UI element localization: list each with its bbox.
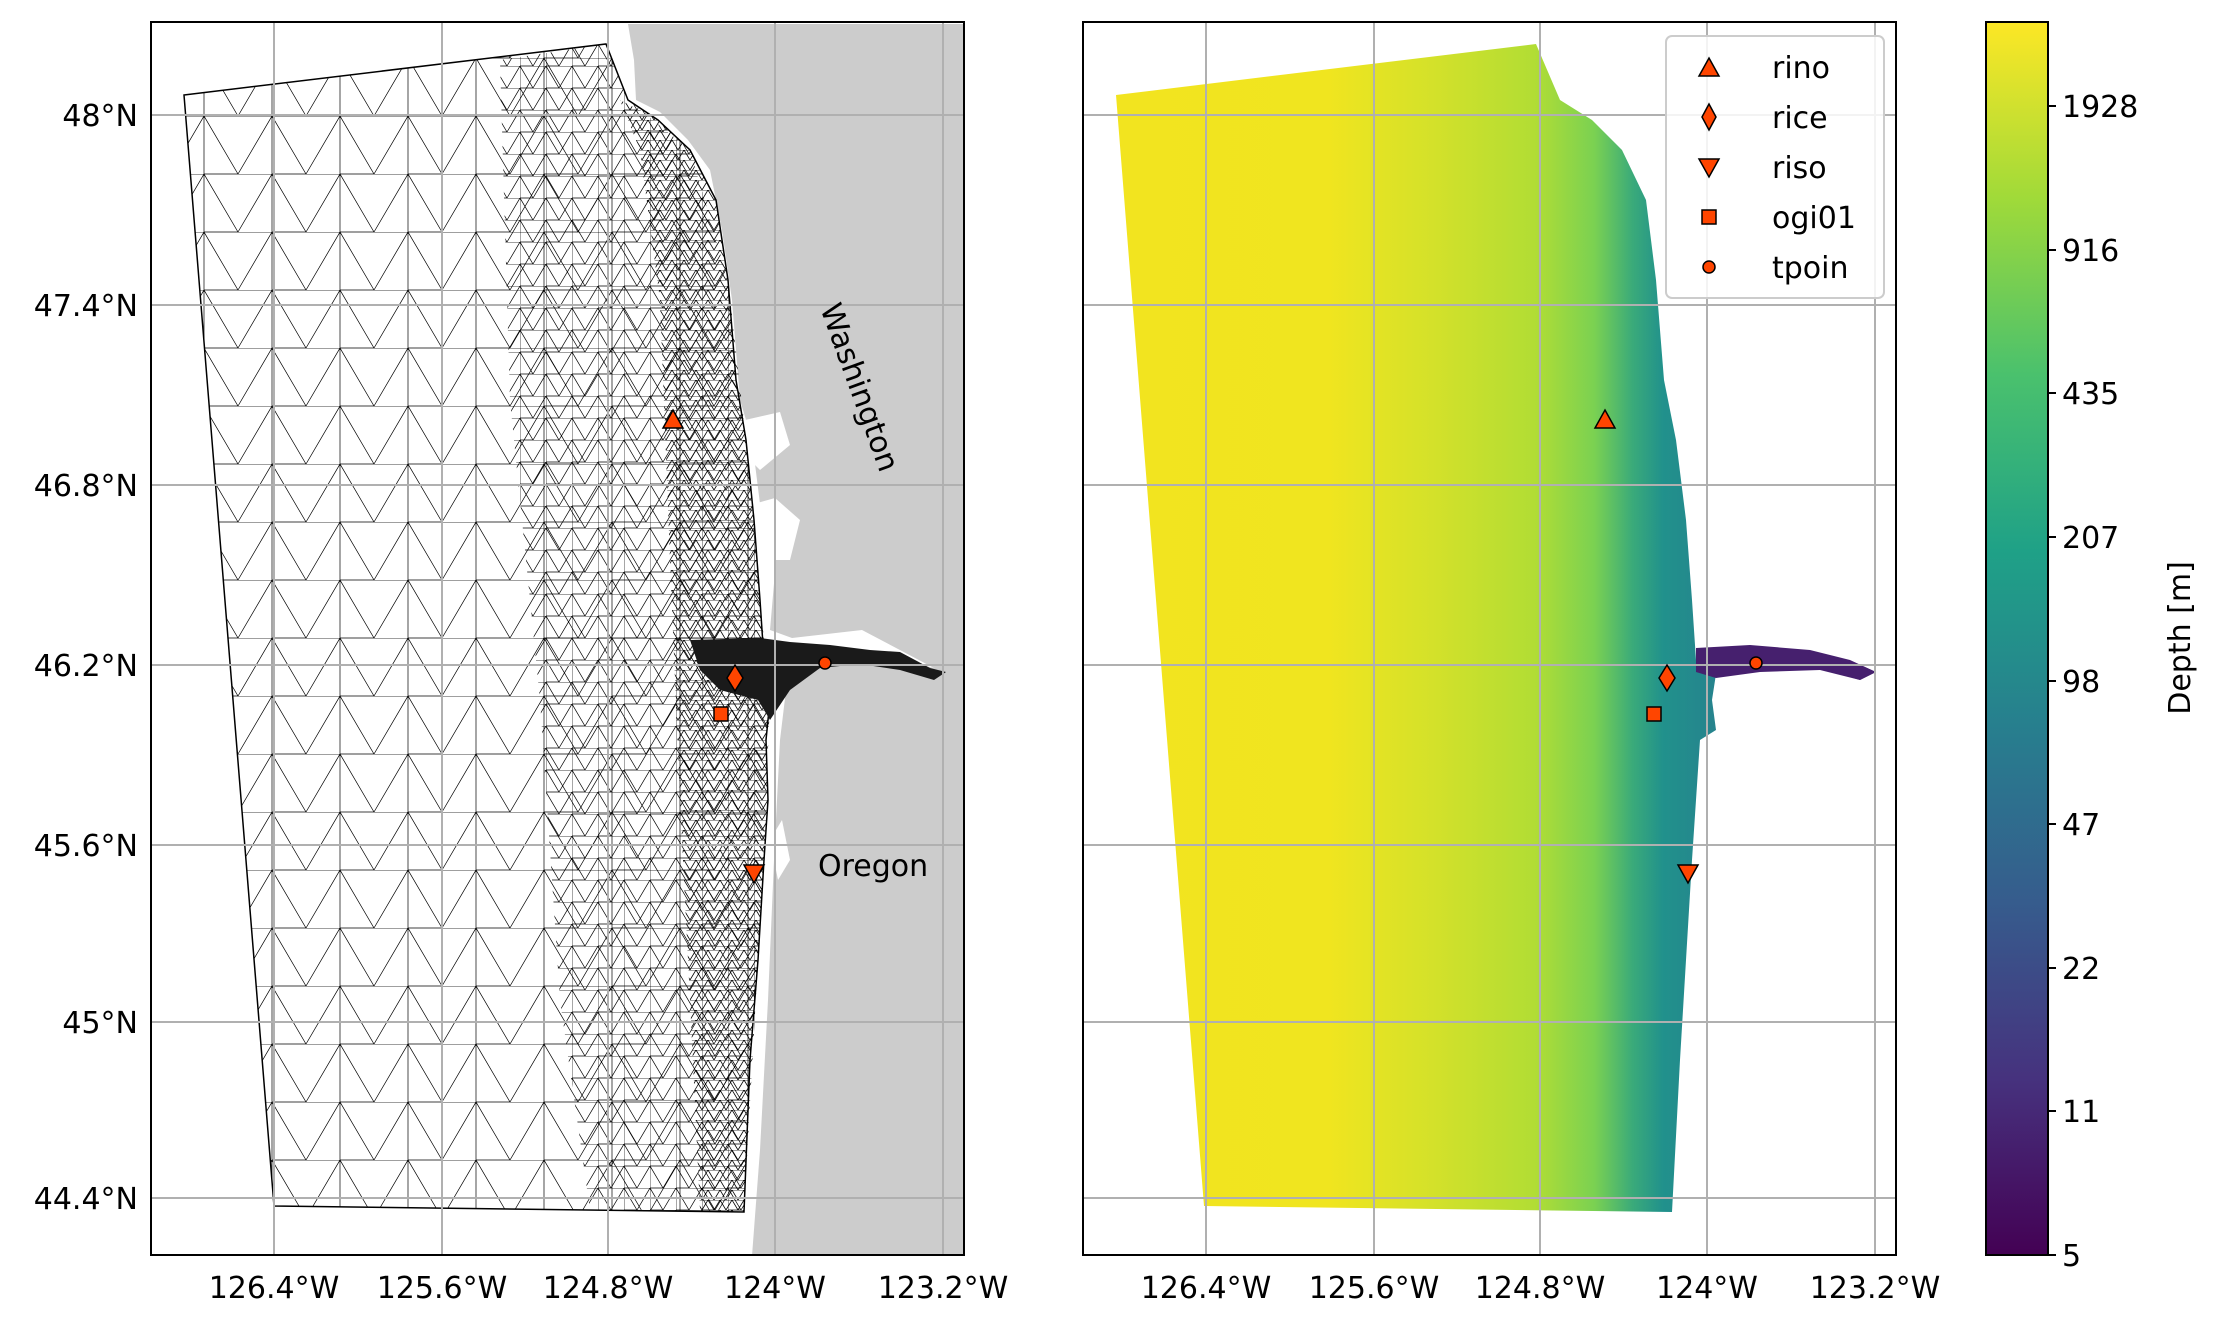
lon-tick: 126.4°W xyxy=(1141,1271,1272,1306)
lon-tick: 124°W xyxy=(724,1271,826,1306)
colorbar-bar xyxy=(1985,21,2049,1256)
legend-label-tpoin: tpoin xyxy=(1772,251,1849,286)
legend-label-rino: rino xyxy=(1772,51,1830,86)
station-tpoin-marker xyxy=(1749,656,1763,670)
station-rino-marker xyxy=(661,408,685,429)
colorbar-tick: 916 xyxy=(2062,234,2119,269)
lon-tick: 125.6°W xyxy=(1309,1271,1440,1306)
station-ogi01-marker xyxy=(1646,706,1662,722)
right-axes-frame xyxy=(1082,21,1897,1256)
region-label-oregon: Oregon xyxy=(818,849,928,884)
station-rice-marker xyxy=(1658,663,1676,693)
bathymetry-panel: rino rice riso ogi01 tpoin 126.4°W 125.6… xyxy=(1082,21,1941,1306)
legend: rino rice riso ogi01 tpoin xyxy=(1665,35,1885,299)
lon-tick: 124.8°W xyxy=(1475,1271,1606,1306)
station-ogi01-marker xyxy=(713,706,729,722)
lat-tick: 48°N xyxy=(62,99,138,134)
colorbar-tick-marks xyxy=(2048,105,2056,1256)
colorbar-tick: 47 xyxy=(2062,808,2100,843)
legend-label-ogi01: ogi01 xyxy=(1772,201,1856,236)
station-rino-marker xyxy=(1593,408,1617,429)
station-tpoin-marker xyxy=(818,656,832,670)
station-riso-marker xyxy=(1676,864,1700,885)
colorbar-tick: 435 xyxy=(2062,377,2119,412)
bay xyxy=(745,412,790,470)
colorbar-tick: 5 xyxy=(2062,1239,2081,1274)
left-gridlines xyxy=(151,22,964,1255)
legend-label-rice: rice xyxy=(1772,101,1828,136)
lon-tick: 123.2°W xyxy=(878,1271,1009,1306)
left-lat-ticks: 48°N 47.4°N 46.8°N 46.2°N 45.6°N 45°N 44… xyxy=(34,99,138,1217)
legend-label-riso: riso xyxy=(1772,151,1827,186)
legend-square-icon xyxy=(1701,209,1717,225)
lat-tick: 44.4°N xyxy=(34,1182,138,1217)
lat-tick: 45°N xyxy=(62,1006,138,1041)
lon-tick: 126.4°W xyxy=(209,1271,340,1306)
lat-tick: 46.8°N xyxy=(34,469,138,504)
legend-box xyxy=(1665,35,1885,299)
columbia-river-mesh xyxy=(690,638,946,720)
legend-item-tpoin: tpoin xyxy=(1702,251,1849,286)
legend-item-riso: riso xyxy=(1697,151,1827,186)
colorbar-tick: 98 xyxy=(2062,665,2100,700)
columbia-river xyxy=(1696,645,1876,680)
colorbar-tick: 11 xyxy=(2062,1095,2100,1130)
mesh-panel: Washington Oregon 48°N 47.4°N 46.8°N 46.… xyxy=(34,21,1009,1306)
legend-triangle-down-icon xyxy=(1697,158,1721,179)
legend-circle-icon xyxy=(1702,260,1716,274)
left-lon-ticks: 126.4°W 125.6°W 124.8°W 124°W 123.2°W xyxy=(209,1271,1009,1306)
colorbar: 5 11 22 47 98 207 435 916 1928 Depth [m] xyxy=(1985,21,2198,1274)
lon-tick: 125.6°W xyxy=(377,1271,508,1306)
left-axes-frame xyxy=(150,21,965,1256)
right-lon-ticks: 126.4°W 125.6°W 124.8°W 124°W 123.2°W xyxy=(1141,1271,1941,1306)
colorbar-tick: 207 xyxy=(2062,521,2119,556)
colorbar-tick: 1928 xyxy=(2062,90,2138,125)
lat-tick: 46.2°N xyxy=(34,649,138,684)
lon-tick: 124°W xyxy=(1656,1271,1758,1306)
colorbar-tick: 22 xyxy=(2062,952,2100,987)
colorbar-tick-labels: 5 11 22 47 98 207 435 916 1928 xyxy=(2062,90,2138,1274)
legend-triangle-up-icon xyxy=(1697,56,1721,77)
lon-tick: 123.2°W xyxy=(1810,1271,1941,1306)
lon-tick: 124.8°W xyxy=(543,1271,674,1306)
land-area xyxy=(628,24,964,1255)
legend-item-ogi01: ogi01 xyxy=(1701,201,1856,236)
lat-tick: 45.6°N xyxy=(34,829,138,864)
lat-tick: 47.4°N xyxy=(34,289,138,324)
colorbar-label: Depth [m] xyxy=(2163,561,2198,715)
station-riso-marker xyxy=(742,864,766,885)
mesh-fine xyxy=(620,100,770,1212)
legend-item-rino: rino xyxy=(1697,51,1830,86)
station-rice-marker xyxy=(726,663,744,693)
legend-item-rice: rice xyxy=(1701,101,1828,136)
bathymetry-field xyxy=(1116,44,1876,1212)
legend-diamond-icon xyxy=(1701,102,1717,132)
